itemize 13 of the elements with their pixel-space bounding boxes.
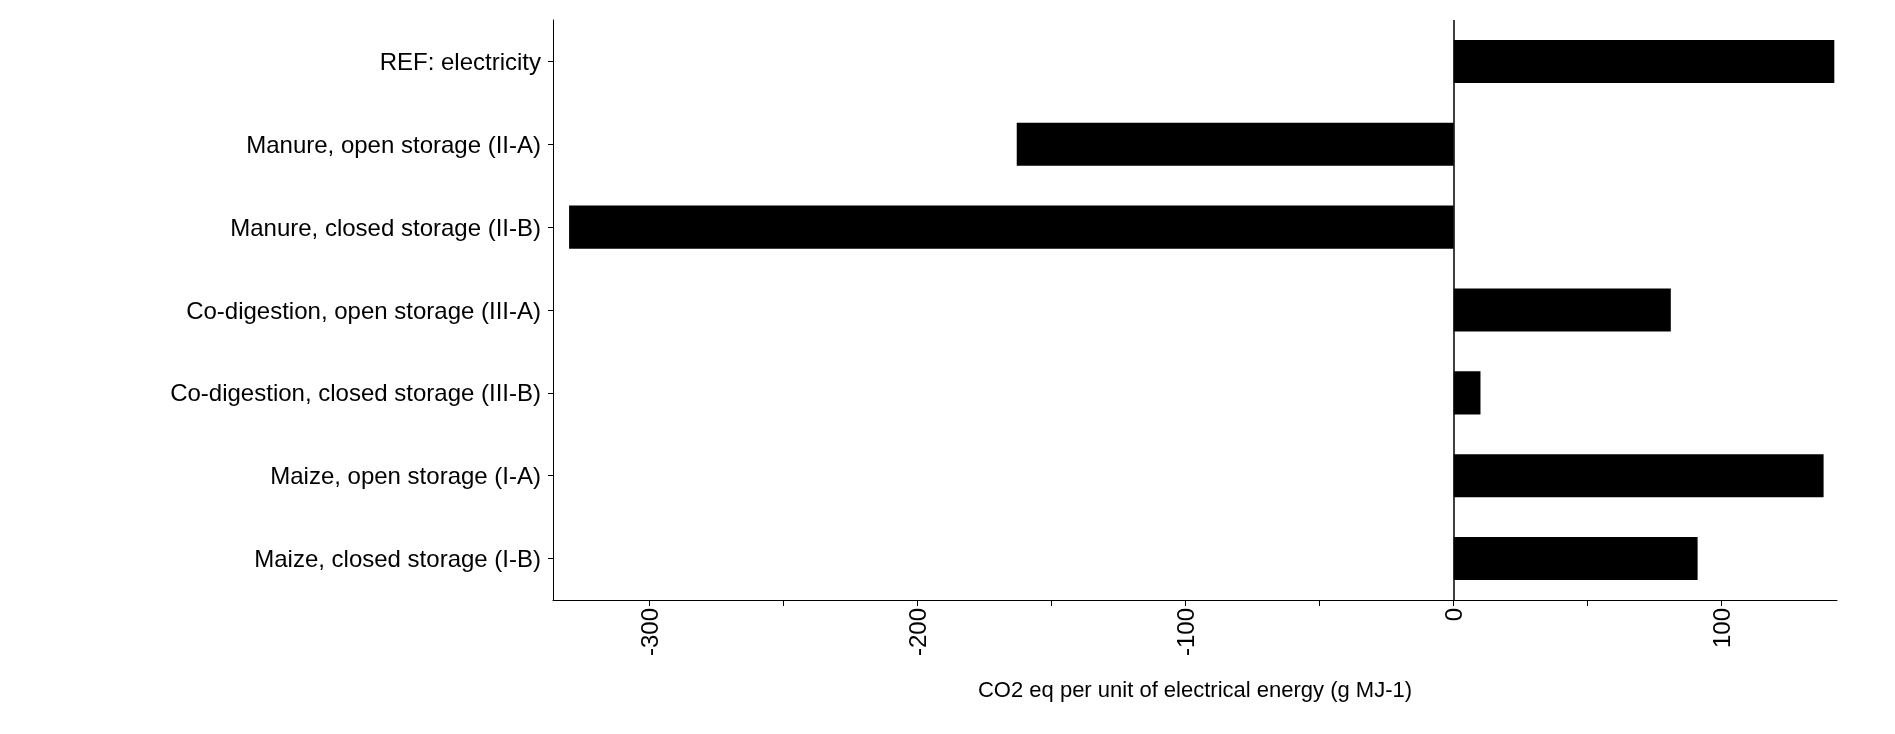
x-tick-label: -300 [636, 608, 663, 657]
x-tick-label: 100 [1708, 608, 1736, 649]
y-tick-label: Manure, closed storage (II-B) [230, 213, 541, 241]
x-tick-label: -200 [904, 608, 932, 657]
x-tick-label: 0 [1440, 608, 1468, 622]
x-axis-title: CO2 eq per unit of electrical energy (g MJ-1) [977, 676, 1413, 702]
y-tick-label: Co-digestion, closed storage (III-B) [170, 379, 541, 407]
y-tick-label: Co-digestion, open storage (III-A) [186, 296, 541, 324]
y-tick-label: Maize, closed storage (I-B) [254, 545, 541, 573]
y-tick-label: Manure, open storage (II-A) [246, 130, 541, 158]
y-tick-label: REF: electricity [379, 47, 541, 75]
y-tick-label: Maize, open storage (I-A) [270, 462, 541, 490]
x-tick-label: -100 [1172, 608, 1200, 657]
